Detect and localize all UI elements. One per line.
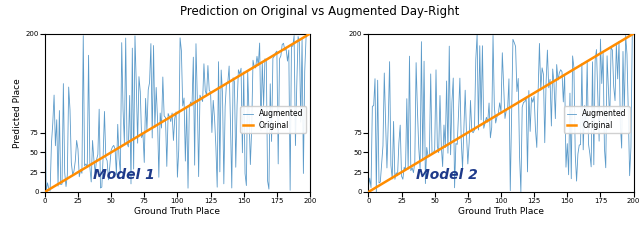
Augmented [415,147,422,150]
Augmented [365,186,372,188]
Augmented [616,122,624,125]
Augmented [372,191,380,193]
Line: Augmented: Augmented [45,34,308,192]
Augmented [113,173,120,176]
Augmented [92,172,99,174]
Augmented [607,46,615,49]
Text: Prediction on Original vs Augmented Day-Right: Prediction on Original vs Augmented Day-… [180,5,460,18]
X-axis label: Ground Truth Place: Ground Truth Place [458,207,544,216]
Line: Augmented: Augmented [369,34,632,192]
Augmented [293,84,301,87]
Augmented [382,122,390,125]
Text: Model 1: Model 1 [93,168,154,182]
Augmented [305,32,312,35]
Augmented [42,191,50,193]
Legend: Augmented, Original: Augmented, Original [240,106,306,133]
Augmented [41,40,49,43]
Augmented [436,94,444,97]
Y-axis label: Predicted Place: Predicted Place [13,78,22,148]
Legend: Augmented, Original: Augmented, Original [564,106,630,133]
Text: Model 2: Model 2 [416,168,478,182]
X-axis label: Ground Truth Place: Ground Truth Place [134,207,220,216]
Augmented [53,118,61,121]
Augmented [628,32,636,35]
Augmented [58,183,66,186]
Augmented [284,60,291,63]
Augmented [376,180,384,183]
